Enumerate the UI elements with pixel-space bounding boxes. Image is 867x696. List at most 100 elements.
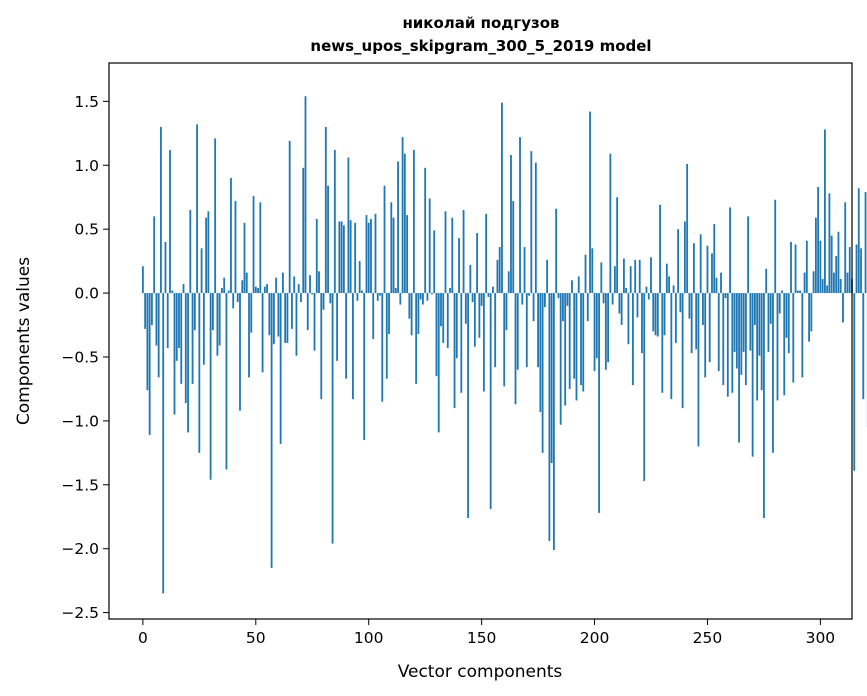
bar bbox=[853, 293, 856, 471]
bar bbox=[431, 293, 433, 295]
bar bbox=[763, 293, 765, 519]
bar bbox=[381, 293, 384, 402]
bar bbox=[444, 211, 447, 294]
bar bbox=[749, 293, 752, 351]
bar bbox=[864, 192, 867, 294]
x-tick-label: 0 bbox=[138, 629, 148, 647]
bar bbox=[681, 293, 684, 409]
bar bbox=[629, 266, 632, 294]
bar-series bbox=[141, 96, 867, 594]
bar bbox=[151, 293, 153, 326]
bar bbox=[738, 293, 740, 443]
bar bbox=[482, 293, 485, 392]
bar bbox=[193, 293, 196, 331]
bar bbox=[399, 293, 402, 305]
bar bbox=[824, 129, 826, 294]
bar bbox=[534, 162, 537, 294]
bar bbox=[654, 293, 657, 336]
bar bbox=[245, 272, 248, 294]
bar bbox=[756, 293, 759, 401]
bar bbox=[722, 293, 725, 386]
bar bbox=[623, 258, 625, 294]
bar bbox=[559, 293, 562, 425]
bar bbox=[573, 293, 576, 379]
bar bbox=[453, 293, 456, 409]
bar bbox=[505, 293, 508, 331]
bar bbox=[164, 241, 167, 294]
bar bbox=[376, 293, 379, 301]
bar bbox=[625, 287, 628, 294]
bar bbox=[349, 220, 352, 294]
bar bbox=[799, 290, 801, 294]
bar bbox=[844, 202, 847, 294]
bar bbox=[672, 285, 675, 294]
bar bbox=[214, 138, 217, 294]
bar bbox=[358, 261, 361, 294]
bar bbox=[674, 293, 677, 343]
bar bbox=[803, 272, 806, 294]
bar bbox=[223, 277, 226, 294]
bar bbox=[726, 293, 729, 397]
bar bbox=[503, 293, 506, 387]
bar bbox=[740, 293, 743, 375]
bar bbox=[609, 153, 612, 294]
bar bbox=[464, 293, 467, 324]
x-tick-label: 250 bbox=[693, 629, 723, 647]
bar bbox=[388, 293, 390, 334]
bar bbox=[699, 234, 702, 294]
bar bbox=[153, 216, 156, 294]
bar bbox=[577, 276, 580, 294]
y-tick-label: 0.5 bbox=[74, 221, 99, 239]
bar bbox=[286, 293, 289, 343]
bar bbox=[331, 293, 334, 544]
x-tick-label: 50 bbox=[246, 629, 266, 647]
bar bbox=[216, 293, 219, 356]
x-axis-label: Vector components bbox=[398, 662, 563, 682]
bar bbox=[419, 293, 422, 300]
bar bbox=[575, 293, 578, 401]
bar bbox=[446, 293, 449, 349]
bar bbox=[532, 293, 535, 322]
bar bbox=[293, 276, 296, 294]
bar bbox=[510, 155, 512, 294]
bar bbox=[828, 193, 831, 294]
bar bbox=[232, 293, 235, 309]
bar bbox=[555, 208, 558, 294]
bar bbox=[426, 293, 429, 301]
bar bbox=[469, 264, 472, 294]
bar bbox=[516, 293, 519, 370]
bar bbox=[801, 293, 804, 378]
bar bbox=[778, 293, 781, 314]
bar bbox=[686, 163, 689, 294]
bar bbox=[848, 247, 851, 294]
bar bbox=[440, 293, 442, 327]
bar bbox=[548, 293, 551, 542]
bar bbox=[638, 259, 641, 294]
bar bbox=[487, 293, 490, 297]
bar bbox=[641, 293, 643, 354]
bar bbox=[677, 229, 680, 294]
bar bbox=[363, 293, 366, 441]
y-axis-ticks: −2.5 −2.0 −1.5 −1.0 −0.5 0.0 0.5 1.0 1.5 bbox=[61, 93, 109, 622]
bar bbox=[288, 140, 291, 294]
bar bbox=[433, 230, 436, 294]
bar bbox=[390, 202, 393, 294]
bar bbox=[744, 293, 747, 386]
bar bbox=[753, 293, 756, 326]
bar bbox=[144, 293, 147, 329]
bar bbox=[408, 293, 411, 319]
bar bbox=[306, 293, 309, 331]
bar bbox=[324, 126, 327, 294]
bar bbox=[428, 198, 431, 294]
bar bbox=[250, 293, 253, 333]
bar bbox=[627, 293, 630, 345]
bar bbox=[525, 293, 528, 368]
bar bbox=[663, 293, 666, 336]
bar bbox=[530, 151, 533, 294]
bar bbox=[507, 271, 510, 294]
bar bbox=[166, 293, 169, 349]
bar bbox=[218, 293, 221, 346]
bar bbox=[724, 293, 727, 299]
bar bbox=[336, 293, 338, 361]
